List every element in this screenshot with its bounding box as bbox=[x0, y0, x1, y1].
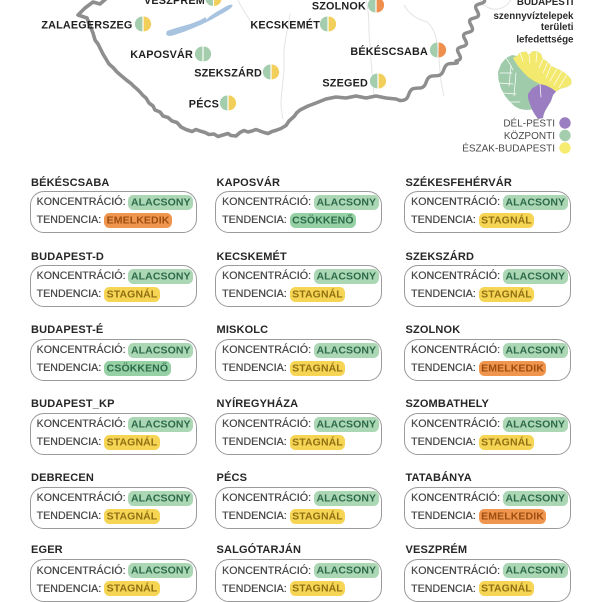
svg-text:BÉKÉSCSABA: BÉKÉSCSABA bbox=[350, 45, 428, 58]
svg-text:BUDAPESTI: BUDAPESTI bbox=[517, 0, 574, 8]
svg-text:VESZPRÉM: VESZPRÉM bbox=[144, 0, 205, 7]
svg-text:PÉCS: PÉCS bbox=[189, 98, 219, 111]
svg-text:SZEKSZÁRD: SZEKSZÁRD bbox=[194, 67, 262, 80]
svg-text:KÖZPONTI: KÖZPONTI bbox=[504, 130, 555, 142]
svg-text:ZALAEGERSZEG: ZALAEGERSZEG bbox=[41, 20, 132, 32]
svg-text:SZEGED: SZEGED bbox=[322, 78, 368, 90]
svg-text:KAPOSVÁR: KAPOSVÁR bbox=[130, 48, 193, 61]
svg-text:DÉL-PESTI: DÉL-PESTI bbox=[503, 117, 555, 130]
svg-text:területi: területi bbox=[541, 22, 574, 33]
svg-text:szennyvíztelepek: szennyvíztelepek bbox=[493, 11, 574, 22]
svg-text:lefedettsége: lefedettsége bbox=[516, 35, 574, 46]
svg-text:ÉSZAK-BUDAPESTI: ÉSZAK-BUDAPESTI bbox=[462, 142, 555, 155]
svg-text:KECSKEMÉT: KECSKEMÉT bbox=[250, 19, 320, 32]
svg-text:SZOLNOK: SZOLNOK bbox=[312, 1, 366, 13]
